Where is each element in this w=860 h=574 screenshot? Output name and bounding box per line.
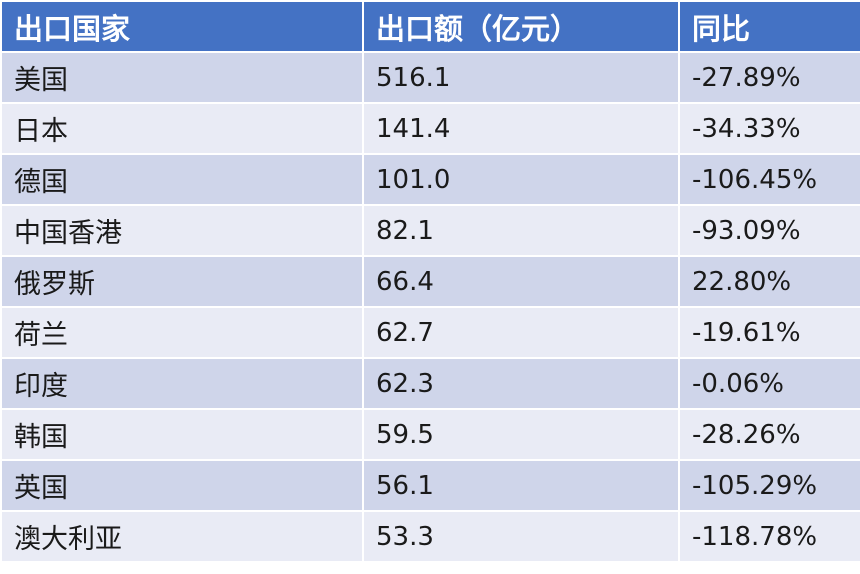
cell-yoy: -34.33% — [678, 102, 860, 155]
cell-export-amount: 101.0 — [362, 153, 680, 206]
cell-export-amount: 82.1 — [362, 204, 680, 257]
table-row: 中国香港 82.1 -93.09% — [0, 204, 860, 257]
cell-yoy: -106.45% — [678, 153, 860, 206]
cell-yoy: 22.80% — [678, 255, 860, 308]
cell-export-amount: 56.1 — [362, 459, 680, 512]
cell-export-amount: 141.4 — [362, 102, 680, 155]
table-row: 英国 56.1 -105.29% — [0, 459, 860, 512]
header-country: 出口国家 — [0, 0, 364, 53]
cell-country: 日本 — [0, 102, 364, 155]
cell-country: 中国香港 — [0, 204, 364, 257]
cell-country: 德国 — [0, 153, 364, 206]
cell-export-amount: 516.1 — [362, 51, 680, 104]
table-row: 澳大利亚 53.3 -118.78% — [0, 510, 860, 563]
cell-export-amount: 66.4 — [362, 255, 680, 308]
cell-country: 俄罗斯 — [0, 255, 364, 308]
table-row: 俄罗斯 66.4 22.80% — [0, 255, 860, 308]
cell-yoy: -93.09% — [678, 204, 860, 257]
table-row: 日本 141.4 -34.33% — [0, 102, 860, 155]
table-row: 韩国 59.5 -28.26% — [0, 408, 860, 461]
cell-country: 印度 — [0, 357, 364, 410]
cell-country: 韩国 — [0, 408, 364, 461]
table-row: 荷兰 62.7 -19.61% — [0, 306, 860, 359]
cell-export-amount: 59.5 — [362, 408, 680, 461]
table-row: 德国 101.0 -106.45% — [0, 153, 860, 206]
header-yoy: 同比 — [678, 0, 860, 53]
cell-country: 荷兰 — [0, 306, 364, 359]
header-export-amount: 出口额（亿元） — [362, 0, 680, 53]
table-row: 美国 516.1 -27.89% — [0, 51, 860, 104]
cell-yoy: -105.29% — [678, 459, 860, 512]
cell-yoy: -28.26% — [678, 408, 860, 461]
cell-export-amount: 53.3 — [362, 510, 680, 563]
cell-yoy: -118.78% — [678, 510, 860, 563]
cell-yoy: -19.61% — [678, 306, 860, 359]
cell-export-amount: 62.7 — [362, 306, 680, 359]
cell-yoy: -27.89% — [678, 51, 860, 104]
cell-country: 美国 — [0, 51, 364, 104]
cell-country: 澳大利亚 — [0, 510, 364, 563]
cell-yoy: -0.06% — [678, 357, 860, 410]
table-header-row: 出口国家 出口额（亿元） 同比 — [0, 0, 860, 53]
cell-country: 英国 — [0, 459, 364, 512]
cell-export-amount: 62.3 — [362, 357, 680, 410]
table-row: 印度 62.3 -0.06% — [0, 357, 860, 410]
